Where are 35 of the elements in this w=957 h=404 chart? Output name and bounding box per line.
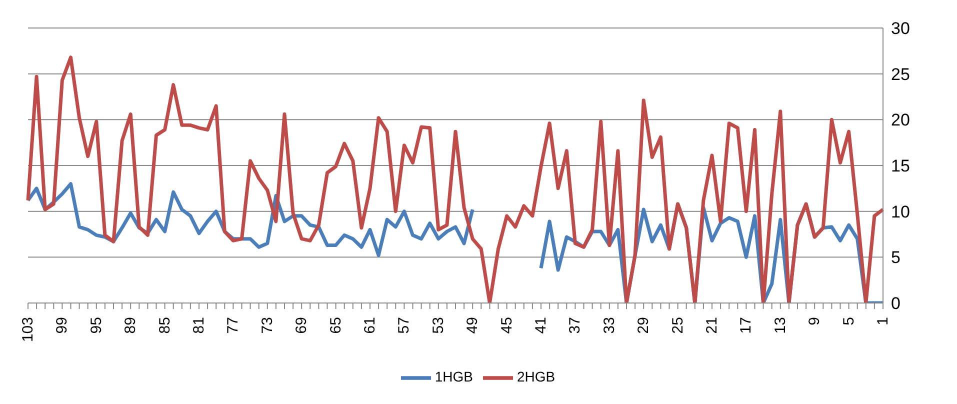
x-tick-label: 61 [362,317,378,334]
x-tick-label: 17 [738,317,755,334]
y-tick-label: 10 [891,202,910,222]
x-tick-label: 49 [464,317,482,334]
x-tick-label: 1 [874,317,892,326]
x-tick-label: 21 [704,317,720,334]
x-tick-label: 81 [190,317,208,334]
x-tick-label: 5 [840,317,858,326]
x-tick-label: 65 [327,317,344,334]
x-tick-label: 45 [498,317,516,334]
x-tick-label: 13 [772,317,789,334]
x-tick-label: 99 [54,317,71,334]
x-tick-label: 41 [532,317,550,334]
x-tick-label: 29 [635,317,652,334]
x-tick-label: 103 [20,317,36,342]
x-tick-label: 77 [224,317,242,334]
legend-label: 1HGB [434,368,473,385]
x-tick-label: 85 [156,317,174,334]
x-tick-label: 25 [669,317,686,334]
x-tick-label: 95 [88,317,105,334]
y-tick-label: 20 [891,110,910,130]
y-tick-label: 25 [891,64,910,84]
y-tick-label: 15 [891,156,910,176]
y-tick-label: 0 [891,294,900,314]
y-tick-label: 30 [891,19,910,38]
x-tick-label: 37 [566,317,584,334]
x-tick-label: 69 [293,317,310,334]
legend-label: 2HGB [517,368,556,385]
x-tick-label: 89 [122,317,140,334]
x-tick-label: 73 [258,317,276,334]
x-tick-label: 57 [396,317,413,334]
x-tick-label: 9 [806,317,824,326]
y-tick-label: 5 [891,248,900,268]
x-tick-label: 53 [430,317,447,334]
x-tick-label: 33 [600,317,618,334]
